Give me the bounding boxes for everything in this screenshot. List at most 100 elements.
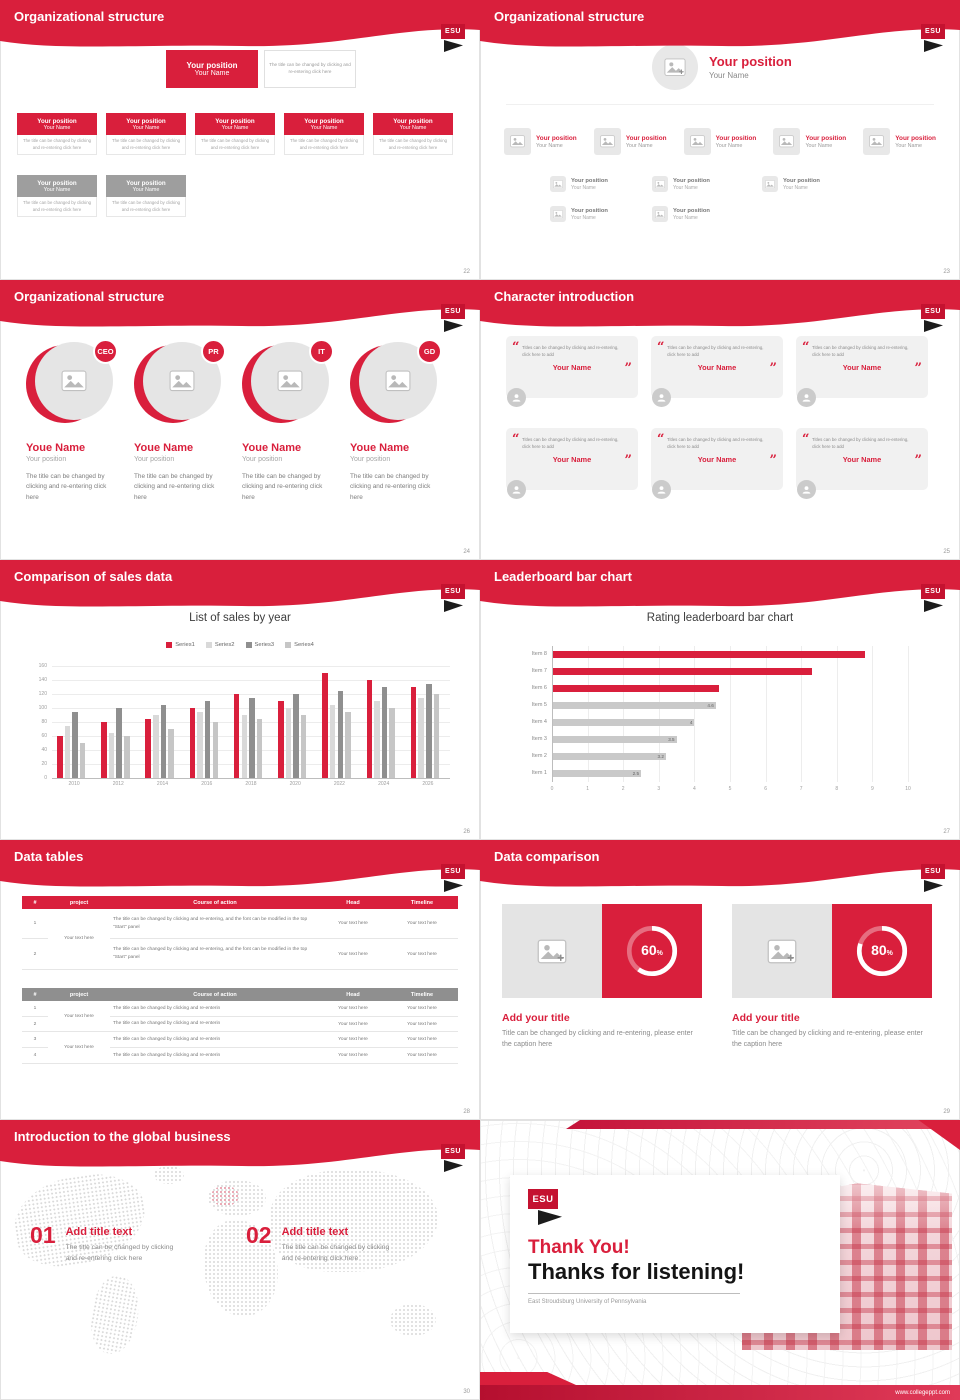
node-name: Your Name: [310, 124, 338, 131]
legend-item: Series2: [205, 642, 235, 648]
person-name: Your Name: [552, 454, 592, 464]
x-tick-label: 2: [621, 786, 625, 792]
avatar-placeholder: [683, 128, 711, 155]
x-tick-label: 2020: [289, 781, 301, 787]
cell-num: 2: [22, 938, 48, 970]
esu-logo: ESU: [441, 584, 467, 612]
org-subnode[interactable]: Your position Your Name: [550, 176, 608, 192]
gridline: [801, 646, 803, 782]
panel-heading: Add your title: [502, 1012, 570, 1024]
person-card[interactable]: GD Youe Name Your position The title can…: [350, 339, 442, 503]
bar: [189, 708, 196, 778]
esu-flag-icon: [924, 320, 943, 332]
esu-logo-text: ESU: [441, 584, 465, 599]
esu-logo-text: ESU: [921, 304, 945, 319]
quote-card[interactable]: “Titles can be changed by clicking and r…: [651, 336, 783, 407]
node-position: Your position: [709, 54, 792, 69]
avatar-placeholder: [773, 128, 801, 155]
avatar: CEO: [26, 339, 118, 426]
org-unit[interactable]: Your position Your Name The title can be c…: [106, 175, 186, 218]
gridline: [730, 646, 731, 782]
org-root-note[interactable]: The title can be changed by clicking and…: [264, 50, 356, 88]
org-subnode[interactable]: Your position Your Name: [762, 176, 820, 192]
item-label: Item 4: [531, 719, 547, 725]
thank-you-card: ESU Thank You! Thanks for listening! Eas…: [510, 1175, 840, 1333]
esu-logo-text: ESU: [528, 1189, 558, 1209]
map-continent: [85, 1272, 145, 1358]
person-card[interactable]: PR Youe Name Your position The title can…: [134, 339, 226, 503]
org-subnode[interactable]: Your position Your Name: [652, 176, 710, 192]
item-label: Item 8: [531, 651, 547, 657]
point-block[interactable]: 01 Add title text The title can be change…: [30, 1224, 186, 1265]
org-node[interactable]: Your position Your Name: [683, 128, 756, 155]
x-tick-label: 0: [550, 786, 554, 792]
point-caption: The title can be changed by clicking and…: [65, 1244, 174, 1262]
quote-card[interactable]: “Titles can be changed by clicking and r…: [651, 428, 783, 499]
bar: [552, 668, 812, 675]
gridline: [836, 646, 838, 782]
org-node[interactable]: Your position Your Name: [504, 128, 577, 155]
map-continent: [270, 1170, 438, 1272]
person-card[interactable]: CEO Youe Name Your position The title ca…: [26, 339, 118, 503]
slide-24-organizational-structure[interactable]: Organizational structure ESU CEO Youe Na…: [0, 280, 480, 560]
org-unit[interactable]: Your position Your Name The title can be c…: [106, 113, 186, 156]
slide-title: Data comparison: [494, 849, 600, 864]
slide-27-leaderboard-bar-chart[interactable]: Leaderboard bar chart ESU Rating leaderb…: [480, 560, 960, 840]
quote-card[interactable]: “Titles can be changed by clicking and r…: [796, 428, 928, 499]
bar: [300, 715, 307, 778]
slide-28-data-tables[interactable]: Data tables ESU # project Course of acti…: [0, 840, 480, 1120]
org-root[interactable]: Your position Your Name: [652, 44, 792, 90]
org-unit[interactable]: Your position Your Name The title can be c…: [195, 113, 275, 156]
red-top-strip: [566, 1120, 960, 1129]
org-node[interactable]: Your position Your Name: [593, 128, 667, 155]
esu-logo-text: ESU: [921, 864, 945, 879]
esu-logo: ESU: [441, 864, 467, 892]
item-label: Item 7: [531, 668, 547, 674]
slide-23-organizational-structure[interactable]: Organizational structure ESU Your positi…: [480, 0, 960, 280]
slide-22-organizational-structure[interactable]: Organizational structure ESU Your positi…: [0, 0, 480, 280]
org-subnode[interactable]: Your position Your Name: [550, 206, 608, 222]
quote-card[interactable]: “Titles can be changed by clicking and r…: [796, 336, 928, 407]
quote-text: Titles can be changed by clicking and re…: [812, 437, 909, 450]
image-placeholder-icon: [537, 939, 567, 963]
item-label: Item 2: [531, 753, 547, 759]
comparison-panel[interactable]: 80% Add your title Title can be changed …: [732, 904, 932, 1051]
table-row: 2 The title can be changed by clicking a…: [22, 938, 458, 970]
org-node[interactable]: Your position Your Name: [773, 128, 846, 155]
legend-swatch: [205, 642, 212, 648]
bar: [212, 722, 219, 778]
node-position: Your position: [393, 117, 433, 125]
gridline: [765, 646, 767, 782]
y-tick-label: 40: [41, 747, 47, 753]
cell-num: 4: [22, 1047, 48, 1064]
person-role: Your position: [242, 456, 283, 463]
slide-thank-you[interactable]: ESU Thank You! Thanks for listening! Eas…: [480, 1120, 960, 1400]
slide-29-data-comparison[interactable]: Data comparison ESU 60% Add your title T…: [480, 840, 960, 1120]
bar: [241, 715, 248, 778]
bar: [345, 711, 351, 778]
node-position: Your position: [126, 179, 166, 187]
org-unit[interactable]: Your position Your Name The title can be c…: [373, 113, 453, 156]
person-card[interactable]: IT Youe Name Your position The title can…: [242, 339, 334, 503]
esu-logo: ESU: [441, 24, 467, 52]
org-root-node[interactable]: Your position Your Name: [166, 50, 258, 88]
org-node[interactable]: Your position Your Name: [863, 128, 936, 155]
org-subnode[interactable]: Your position Your Name: [652, 206, 710, 222]
org-unit[interactable]: Your position Your Name The title can be c…: [17, 113, 97, 156]
col-header: #: [22, 896, 48, 909]
point-block[interactable]: 02 Add title text The title can be change…: [246, 1224, 402, 1265]
slide-26-comparison-of-sales-data[interactable]: Comparison of sales data ESU List of sal…: [0, 560, 480, 840]
comparison-panel[interactable]: 60% Add your title Title can be changed …: [502, 904, 702, 1051]
point-number: 02: [246, 1222, 272, 1248]
org-unit[interactable]: Your position Your Name The title can be c…: [17, 175, 97, 218]
avatar-placeholder: [652, 176, 668, 192]
slide-30-introduction-to-the-global-business[interactable]: Introduction to the global business ESU …: [0, 1120, 480, 1400]
item-label: Item 3: [531, 736, 547, 742]
org-unit[interactable]: Your position Your Name The title can be c…: [284, 113, 364, 156]
quote-card[interactable]: “Titles can be changed by clicking and r…: [506, 336, 638, 407]
quote-card[interactable]: “Titles can be changed by clicking and r…: [506, 428, 638, 499]
node-position: Your position: [37, 179, 77, 187]
bar: [249, 697, 255, 778]
slide-25-character-introduction[interactable]: Character introduction ESU “Titles can b…: [480, 280, 960, 560]
legend-item: Series4: [285, 642, 314, 648]
